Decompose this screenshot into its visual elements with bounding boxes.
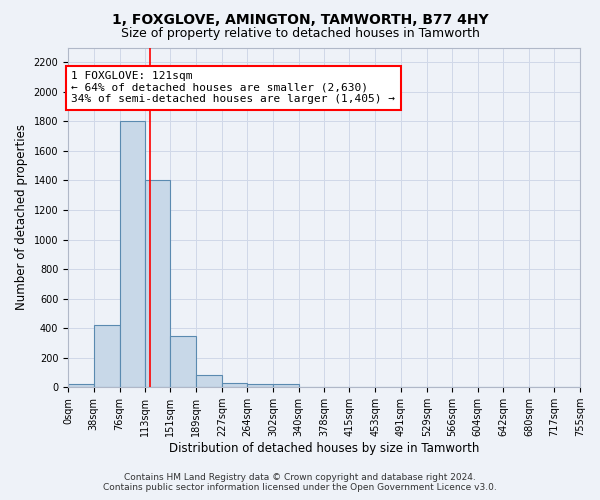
X-axis label: Distribution of detached houses by size in Tamworth: Distribution of detached houses by size …	[169, 442, 479, 455]
Y-axis label: Number of detached properties: Number of detached properties	[15, 124, 28, 310]
Bar	[68, 384, 94, 387]
Text: Contains HM Land Registry data © Crown copyright and database right 2024.
Contai: Contains HM Land Registry data © Crown c…	[103, 473, 497, 492]
Text: Size of property relative to detached houses in Tamworth: Size of property relative to detached ho…	[121, 28, 479, 40]
Bar	[145, 180, 170, 387]
Bar	[273, 384, 299, 387]
Bar	[170, 336, 196, 387]
Text: 1, FOXGLOVE, AMINGTON, TAMWORTH, B77 4HY: 1, FOXGLOVE, AMINGTON, TAMWORTH, B77 4HY	[112, 12, 488, 26]
Text: 1 FOXGLOVE: 121sqm
← 64% of detached houses are smaller (2,630)
34% of semi-deta: 1 FOXGLOVE: 121sqm ← 64% of detached hou…	[71, 71, 395, 104]
Bar	[247, 384, 273, 387]
Bar	[222, 383, 247, 387]
Bar	[94, 325, 119, 387]
Bar	[119, 122, 145, 387]
Bar	[196, 376, 222, 387]
